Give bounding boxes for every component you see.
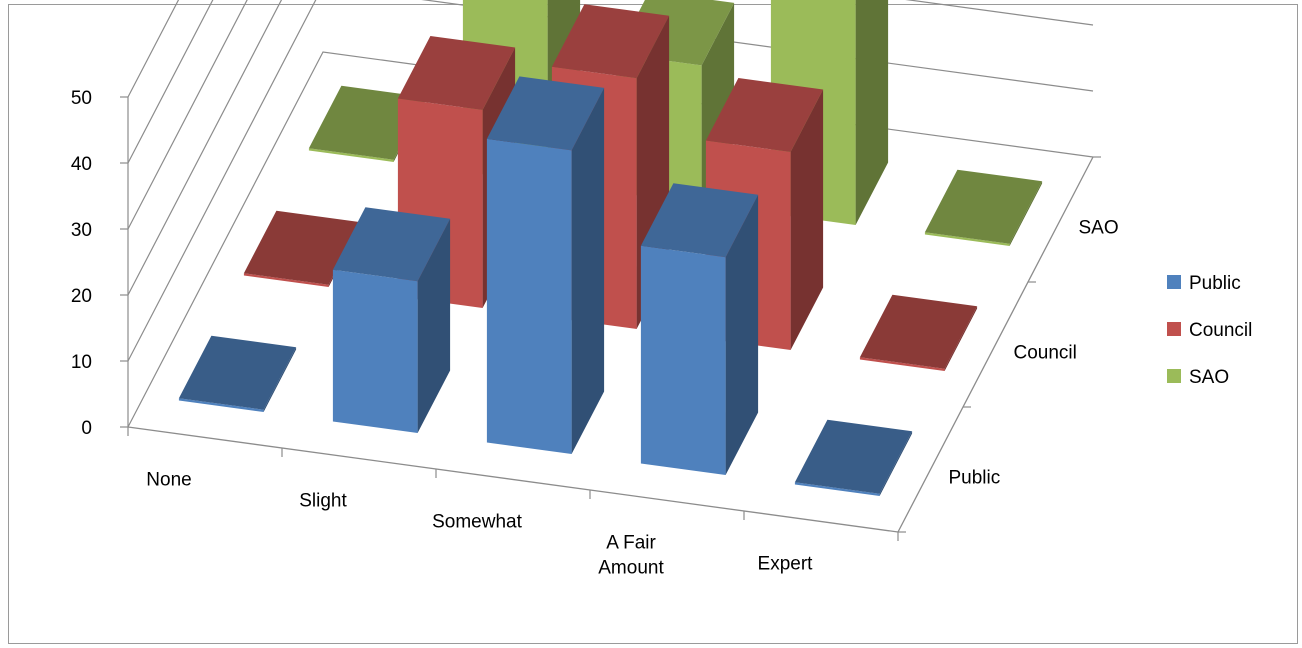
- chart-axes: [120, 96, 1101, 541]
- bar-front: [924, 232, 1010, 246]
- depth-axis-line: [897, 156, 1094, 533]
- bar-sao-expert: [924, 169, 1043, 246]
- bar-top: [397, 36, 516, 110]
- legend-label-council: Council: [1189, 320, 1252, 341]
- bar-front: [332, 269, 418, 433]
- x-tick-label: Expert: [758, 554, 814, 575]
- bar-front: [640, 245, 726, 475]
- bar-front: [486, 138, 572, 454]
- bar-side: [571, 87, 605, 455]
- bar-public-somewhat: [486, 76, 605, 455]
- bar-front: [178, 398, 264, 412]
- bar-side: [1009, 181, 1043, 246]
- bar-front: [308, 148, 394, 162]
- bar-side: [855, 0, 889, 225]
- legend-swatch-council: [1167, 322, 1181, 336]
- x-tick-label: Somewhat: [432, 512, 522, 533]
- bar-side: [879, 431, 913, 496]
- bar-public-none: [178, 335, 297, 412]
- y-tick-label: 40: [71, 154, 92, 175]
- x-tick-label: Slight: [299, 491, 347, 512]
- bar-top: [705, 78, 824, 152]
- tick-labels: 0 10 20 30 40 50 None Slight Somewhat A Fair Amoun…: [71, 88, 1119, 579]
- y-tick-label: 30: [71, 220, 92, 241]
- bar-top: [794, 419, 913, 494]
- bar-side: [263, 347, 297, 412]
- bar-top: [332, 207, 451, 282]
- y-tick-label: 10: [71, 352, 92, 373]
- depth-tick-label: Council: [1014, 343, 1077, 364]
- legend-label-sao: SAO: [1189, 367, 1229, 388]
- legend-label-public: Public: [1189, 273, 1241, 294]
- bar-public-expert: [794, 419, 913, 496]
- bar-top: [859, 294, 978, 369]
- bar-side: [417, 218, 451, 433]
- gridline: [127, 0, 214, 164]
- legend-swatch-sao: [1167, 369, 1181, 383]
- legend: Public Council SAO: [1167, 273, 1252, 388]
- y-tick-label: 20: [71, 286, 92, 307]
- bars: [178, 0, 1043, 496]
- bar-public-a-fair-amount: [640, 183, 759, 475]
- x-tick-label: Amount: [598, 558, 664, 579]
- bar-side: [790, 89, 824, 350]
- bar-top: [924, 169, 1043, 244]
- bar-side: [944, 306, 978, 371]
- legend-swatch-public: [1167, 275, 1181, 289]
- bar-top: [486, 76, 605, 151]
- y-tick-label: 50: [71, 88, 92, 109]
- depth-tick-label: Public: [949, 468, 1001, 489]
- bar-front: [243, 273, 329, 287]
- bar-side: [725, 194, 759, 475]
- bar-top: [551, 4, 670, 79]
- gridline: [127, 0, 1094, 296]
- bar-top: [178, 335, 297, 410]
- x-axis-line: [127, 426, 899, 533]
- bar-public-slight: [332, 207, 451, 433]
- bar-front: [859, 357, 945, 371]
- bar-front: [794, 482, 880, 496]
- gridline: [127, 0, 248, 230]
- x-tick-label: None: [146, 470, 191, 491]
- bar-top: [308, 85, 427, 160]
- depth-tick-label: SAO: [1079, 218, 1119, 239]
- y-tick-label: 0: [81, 418, 92, 439]
- x-tick-label: A Fair: [606, 533, 656, 554]
- bar-top: [243, 210, 362, 285]
- bar-top: [640, 183, 759, 258]
- bar-council-expert: [859, 294, 978, 371]
